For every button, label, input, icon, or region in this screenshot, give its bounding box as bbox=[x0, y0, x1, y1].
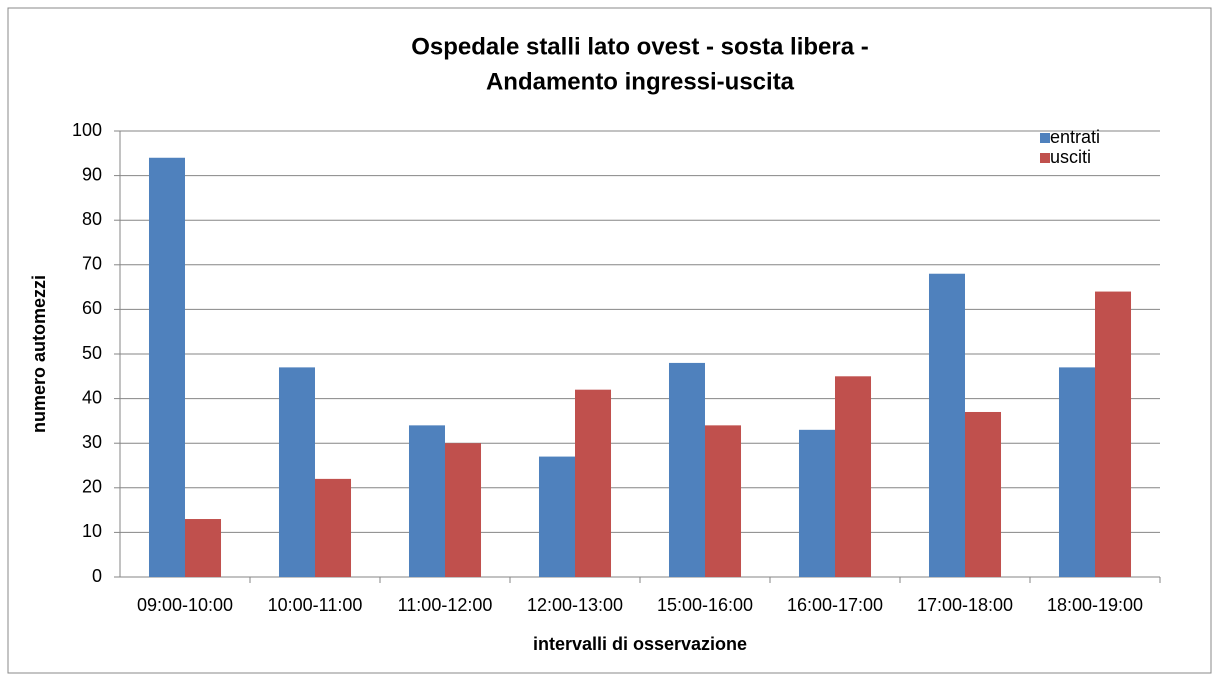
legend-swatch bbox=[1040, 153, 1050, 163]
bar bbox=[1095, 291, 1132, 577]
legend-label: usciti bbox=[1050, 147, 1091, 167]
chart-title: Andamento ingressi-uscita bbox=[486, 68, 795, 95]
y-tick-label: 40 bbox=[82, 387, 102, 407]
bar bbox=[408, 425, 445, 577]
y-tick-label: 90 bbox=[82, 164, 102, 184]
y-tick-label: 0 bbox=[92, 566, 102, 586]
bar bbox=[575, 389, 612, 577]
bar bbox=[148, 157, 185, 577]
legend-swatch bbox=[1040, 133, 1050, 143]
bar bbox=[185, 519, 222, 577]
chart-title: Ospedale stalli lato ovest - sosta liber… bbox=[411, 33, 869, 60]
x-tick-label: 12:00-13:00 bbox=[527, 595, 623, 615]
bar bbox=[798, 429, 835, 577]
x-tick-label: 16:00-17:00 bbox=[787, 595, 883, 615]
bar bbox=[705, 425, 742, 577]
bar bbox=[278, 367, 315, 577]
bar bbox=[965, 411, 1002, 577]
y-tick-label: 50 bbox=[82, 343, 102, 363]
y-tick-label: 70 bbox=[82, 254, 102, 274]
y-tick-label: 30 bbox=[82, 432, 102, 452]
x-tick-label: 17:00-18:00 bbox=[917, 595, 1013, 615]
legend-label: entrati bbox=[1050, 127, 1100, 147]
y-tick-label: 60 bbox=[82, 298, 102, 318]
x-tick-label: 11:00-12:00 bbox=[398, 595, 493, 615]
x-tick-label: 18:00-19:00 bbox=[1047, 595, 1143, 615]
bar bbox=[445, 443, 482, 577]
bar bbox=[315, 478, 352, 577]
y-axis-title: numero automezzi bbox=[29, 275, 49, 433]
x-tick-label: 15:00-16:00 bbox=[657, 595, 753, 615]
y-tick-label: 100 bbox=[72, 120, 102, 140]
y-tick-label: 80 bbox=[82, 209, 102, 229]
bar bbox=[1058, 367, 1095, 577]
y-tick-label: 10 bbox=[82, 521, 102, 541]
bar bbox=[668, 362, 705, 577]
x-tick-label: 10:00-11:00 bbox=[268, 595, 363, 615]
bar bbox=[928, 273, 965, 577]
x-axis-title: intervalli di osservazione bbox=[533, 634, 747, 654]
bar bbox=[835, 376, 872, 577]
y-tick-label: 20 bbox=[82, 477, 102, 497]
bar bbox=[538, 456, 575, 577]
x-tick-label: 09:00-10:00 bbox=[137, 595, 233, 615]
